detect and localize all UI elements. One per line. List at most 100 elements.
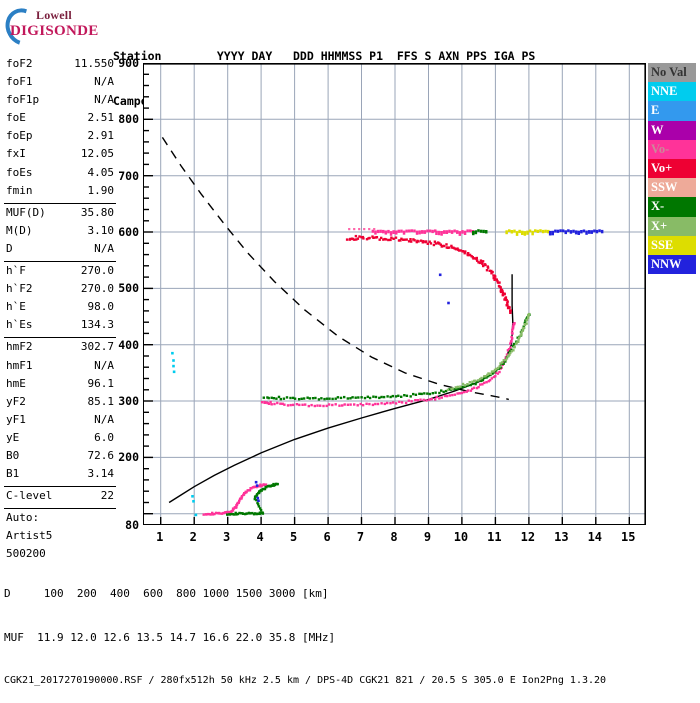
param-key: fxI [6,147,26,161]
lowell-digisonde-logo: Lowell DIGISONDE [0,2,100,52]
table-divider [4,486,116,488]
param-value: 302.7 [80,340,114,354]
param-row: B1 3.14 [4,467,116,485]
param-key: yF1 [6,412,26,426]
param-row: foE 2.51 [4,111,116,129]
auto-block-line-1: Artist5 [4,529,116,547]
y-tick-label-800: 800 [118,112,139,127]
param-key: foEs [6,165,33,179]
param-value: 4.05 [87,165,115,179]
param-row: h`F 270.0 [4,264,116,282]
legend-item-nnw[interactable]: NNW [648,254,696,275]
y-tick-label-700: 700 [118,168,139,183]
legend-item-e[interactable]: E [648,101,696,121]
polarization-legend: No Val NNE E W Vo- Vo+ SSW X- X+ SSE NNW [648,63,696,275]
param-row: yF2 85.1 [4,395,116,413]
param-key: hmF1 [6,358,33,372]
param-value: 96.1 [87,376,115,390]
station-header-row-labels: Station YYYY DAY DDD HHMMSS P1 FFS S AXN… [113,49,536,63]
legend-item-sse[interactable]: SSE [648,235,696,255]
param-key: foF1p [6,93,40,107]
param-value: 6.0 [94,430,114,444]
param-row: MUF(D) 35.80 [4,206,116,224]
param-row: foEs 4.05 [4,166,116,184]
param-row: foEp 2.91 [4,129,116,147]
y-tick-label-200: 200 [118,450,139,465]
param-key: M(D) [6,223,33,237]
logo-lowell-text: Lowell [36,8,72,22]
param-row: hmE 96.1 [4,377,116,395]
x-tick-label-13: 13 [554,530,569,544]
param-value: N/A [94,93,114,107]
param-value: N/A [94,412,114,426]
param-row: D N/A [4,242,116,260]
x-tick-label-4: 4 [256,530,264,544]
param-key: foF2 [6,57,33,70]
y-axis-labels: 900 800 700 600 500 400 300 200 80 [95,0,139,600]
param-value: N/A [94,75,114,89]
param-value: 35.80 [80,205,114,219]
param-value: 12.05 [80,147,114,161]
param-row: foF1 N/A [4,75,116,93]
param-value: N/A [94,358,114,372]
y-tick-label-300: 300 [118,394,139,409]
x-tick-label-6: 6 [323,530,331,544]
legend-item-ssw[interactable]: SSW [648,178,696,198]
y-tick-label-500: 500 [118,281,139,296]
param-key: foE [6,111,26,125]
param-row: yE 6.0 [4,431,116,449]
table-divider [4,337,116,339]
param-row: h`Es 134.3 [4,318,116,336]
param-row: h`E 98.0 [4,300,116,318]
param-row: hmF1 N/A [4,359,116,377]
footer-distance-row: D 100 200 400 600 800 1000 1500 3000 [km… [4,587,329,600]
param-value: 134.3 [80,318,114,332]
x-tick-label-14: 14 [587,530,603,544]
param-row: foF1p N/A [4,93,116,111]
param-value: 3.10 [87,223,115,237]
param-value: 11.550 [74,57,114,70]
param-key: MUF(D) [6,205,46,219]
ionogram-parameter-table: foF2 11.550 foF1 N/A foF1p N/A foE 2.51 foEp 2.91… [4,57,116,566]
footer-info: D 100 200 400 600 800 1000 1500 3000 [km… [4,558,700,703]
param-value: 270.0 [80,264,114,278]
x-tick-label-11: 11 [487,530,502,544]
x-tick-label-12: 12 [520,530,536,544]
param-key: foF1 [6,75,33,89]
auto-block-text: Artist5 [6,529,53,543]
param-value: 2.51 [87,111,115,125]
param-value: 2.91 [87,129,115,143]
param-row: fmin 1.90 [4,184,116,202]
x-axis-labels: 1 2 3 4 5 6 7 8 9 10 11 12 13 14 15 [156,530,635,544]
param-key: hmE [6,376,26,390]
param-value: N/A [94,241,114,255]
y-tick-label-900: 900 [118,56,139,70]
legend-item-no-val[interactable]: No Val [648,63,696,83]
legend-item-vo-[interactable]: Vo+ [648,158,696,179]
param-value: 1.90 [87,183,115,197]
legend-item-x-[interactable]: X- [648,197,696,217]
x-tick-label-2: 2 [189,530,197,544]
legend-item-vo-[interactable]: Vo- [648,139,696,159]
x-tick-label-3: 3 [223,530,231,544]
param-key: yF2 [6,394,26,408]
param-key: C-level [6,489,53,503]
ionogram-plot-area [143,63,646,525]
table-divider [4,261,116,263]
param-value: 98.0 [87,300,115,314]
param-row: fxI 12.05 [4,147,116,165]
y-tick-label-600: 600 [118,225,139,240]
legend-item-w[interactable]: W [648,120,696,140]
y-tick-label-400: 400 [118,337,139,352]
plot-data-traces [161,137,604,517]
legend-item-x-[interactable]: X+ [648,216,696,236]
param-value: 3.14 [87,467,115,481]
param-key: h`Es [6,318,33,332]
auto-block-line-2: 500200 [4,547,116,565]
param-value: 72.6 [87,448,115,462]
x-tick-label-8: 8 [390,530,398,544]
legend-item-nne[interactable]: NNE [648,82,696,102]
x-tick-label-1: 1 [156,530,164,544]
param-value: 22 [100,489,114,503]
param-key: h`F [6,264,26,278]
